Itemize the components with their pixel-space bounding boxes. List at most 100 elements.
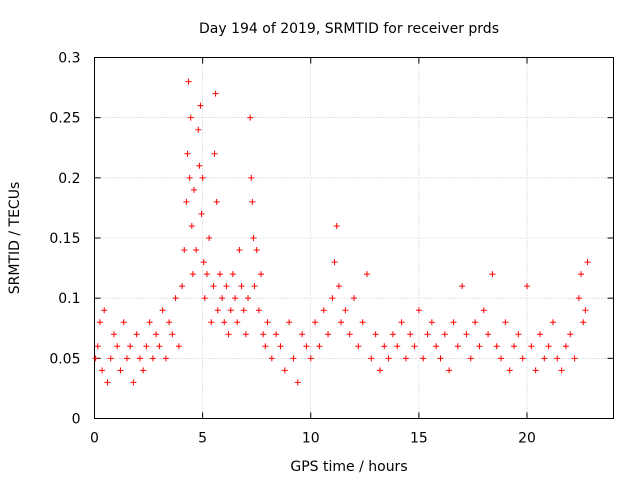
data-point <box>223 283 230 290</box>
data-point <box>127 343 134 350</box>
data-point <box>359 319 366 326</box>
data-point <box>255 307 262 314</box>
data-point <box>582 307 589 314</box>
data-point <box>133 331 140 338</box>
x-tick-label: 5 <box>198 431 207 447</box>
grid-lines <box>94 57 614 419</box>
data-point <box>420 355 427 362</box>
data-point <box>199 174 206 181</box>
data-point <box>251 283 258 290</box>
data-points <box>92 78 591 386</box>
data-point <box>363 271 370 278</box>
x-tick-label: 20 <box>518 431 536 447</box>
data-point <box>424 331 431 338</box>
data-point <box>248 174 255 181</box>
data-point <box>532 367 539 374</box>
data-point <box>197 102 204 109</box>
y-tick-labels: 0 0.05 0.1 0.15 0.2 0.25 0.3 <box>49 51 80 428</box>
data-point <box>402 355 409 362</box>
data-point <box>208 319 215 326</box>
data-point <box>200 259 207 266</box>
data-point <box>264 319 271 326</box>
data-point <box>437 355 444 362</box>
data-point <box>253 247 260 254</box>
data-point <box>203 271 210 278</box>
data-point <box>92 355 99 362</box>
data-point <box>571 355 578 362</box>
data-point <box>407 331 414 338</box>
data-point <box>493 343 500 350</box>
data-point <box>385 355 392 362</box>
data-point <box>214 307 221 314</box>
data-point <box>187 114 194 121</box>
data-point <box>290 355 297 362</box>
data-point <box>498 355 505 362</box>
data-point <box>536 331 543 338</box>
data-point <box>211 150 218 157</box>
data-point <box>120 319 127 326</box>
data-point <box>169 331 176 338</box>
data-point <box>519 355 526 362</box>
data-point <box>242 331 249 338</box>
data-point <box>467 355 474 362</box>
data-point <box>234 319 241 326</box>
data-point <box>277 343 284 350</box>
y-axis-label: SRMTID / TECUs <box>7 182 23 295</box>
data-point <box>189 271 196 278</box>
data-point <box>232 295 239 302</box>
data-point <box>368 355 375 362</box>
data-point <box>524 283 530 290</box>
data-point <box>219 295 226 302</box>
data-point <box>329 295 336 302</box>
data-point <box>188 222 195 229</box>
data-point <box>198 210 205 217</box>
data-point <box>325 331 332 338</box>
data-point <box>149 355 156 362</box>
data-point <box>184 150 191 157</box>
data-point <box>268 355 275 362</box>
data-point <box>476 343 483 350</box>
axis-ticks <box>94 57 614 419</box>
data-point <box>94 343 101 350</box>
data-point <box>346 331 353 338</box>
data-point <box>376 367 383 374</box>
data-point <box>567 331 574 338</box>
x-axis-label: GPS time / hours <box>290 459 407 475</box>
chart-title: Day 194 of 2019, SRMTID for receiver prd… <box>199 21 499 37</box>
data-point <box>281 367 288 374</box>
data-point <box>459 283 466 290</box>
data-point <box>294 379 301 386</box>
data-point <box>195 126 202 133</box>
data-point <box>545 343 552 350</box>
data-point <box>472 319 479 326</box>
data-point <box>166 319 173 326</box>
data-point <box>210 283 217 290</box>
data-point <box>273 331 280 338</box>
data-point <box>238 283 245 290</box>
data-point <box>506 367 513 374</box>
data-point <box>394 343 401 350</box>
data-point <box>190 186 197 193</box>
data-point <box>554 355 561 362</box>
data-point <box>110 331 117 338</box>
data-point <box>441 331 448 338</box>
data-point <box>183 198 190 205</box>
data-point <box>562 343 569 350</box>
data-point <box>250 235 257 241</box>
data-point <box>303 343 310 350</box>
data-point <box>227 307 234 314</box>
x-tick-label: 0 <box>90 431 99 447</box>
data-point <box>99 367 106 374</box>
data-point <box>316 343 323 350</box>
data-point <box>528 343 535 350</box>
data-point <box>584 259 591 266</box>
y-tick-label: 0.2 <box>58 171 80 187</box>
data-point <box>117 367 124 374</box>
x-tick-label: 10 <box>302 431 320 447</box>
data-point <box>249 198 256 205</box>
data-point <box>372 331 379 338</box>
data-point <box>312 319 319 326</box>
data-point <box>114 343 121 350</box>
data-point <box>101 307 108 314</box>
